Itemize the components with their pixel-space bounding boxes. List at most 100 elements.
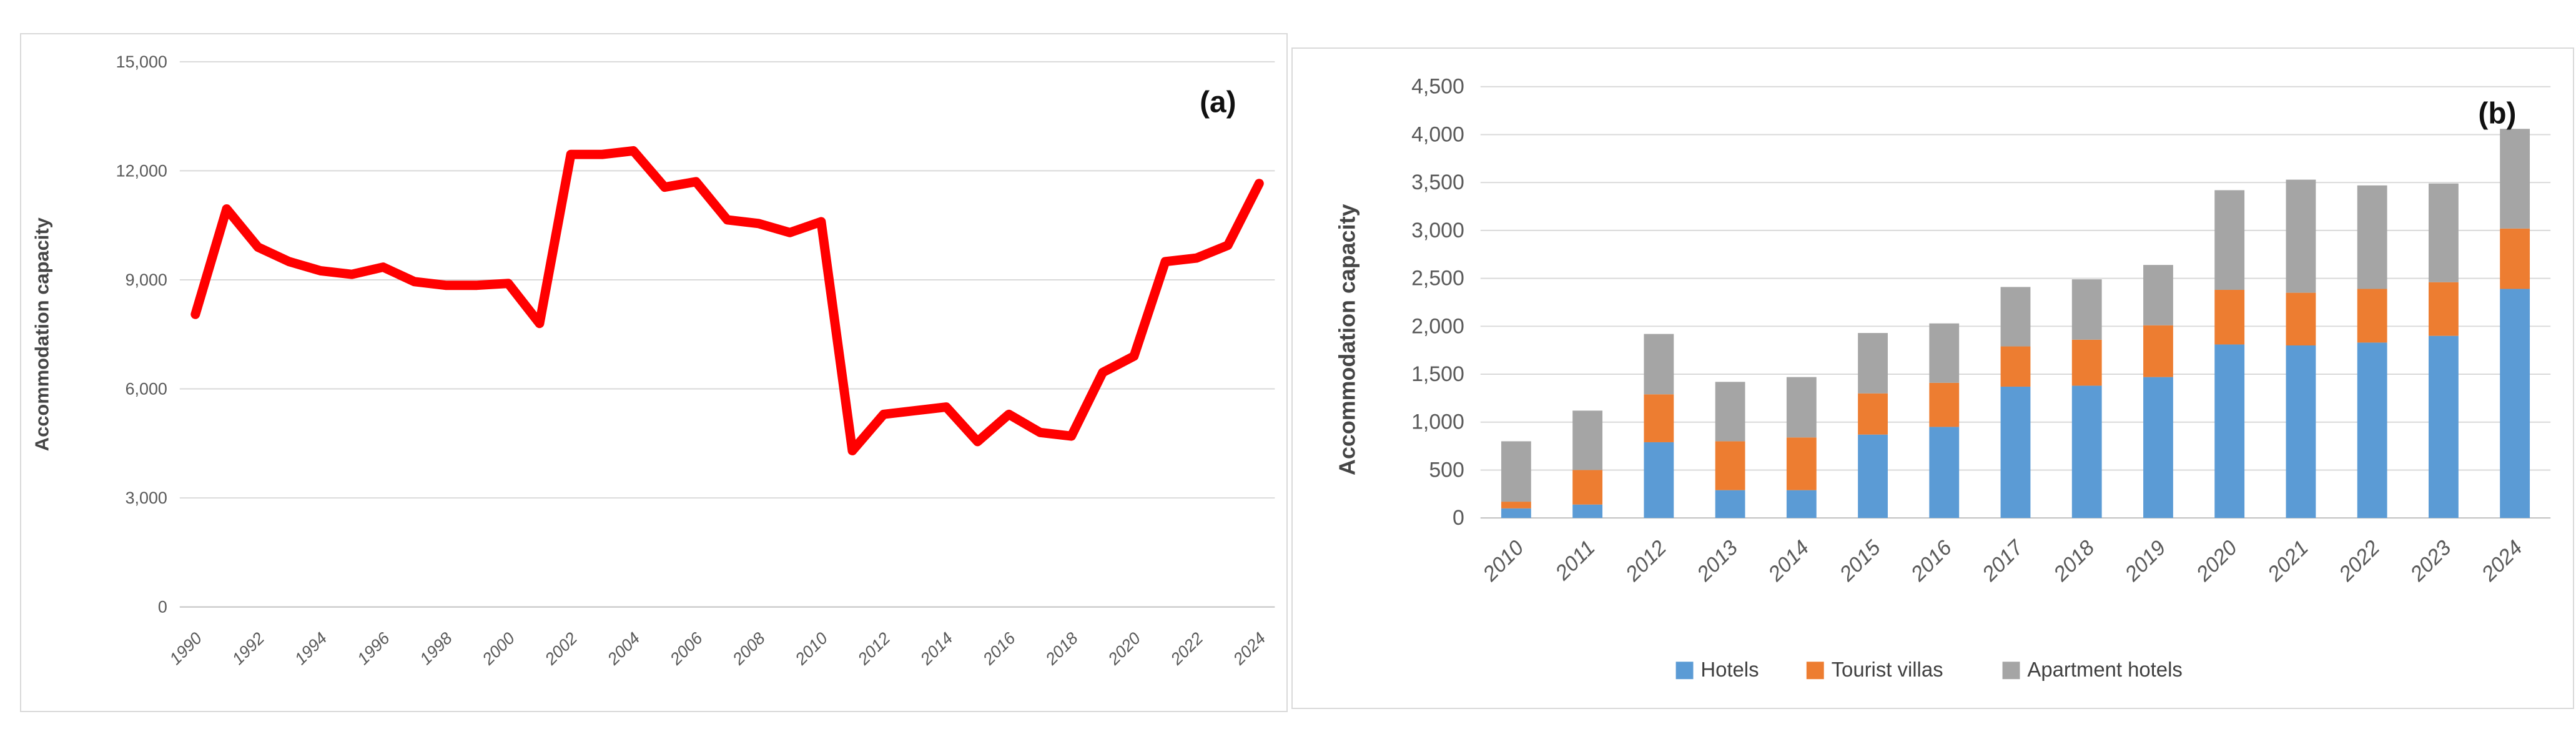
y-tick-label: 9,000 (126, 270, 167, 289)
bar-segment-apartment-hotels (2143, 265, 2173, 325)
bar-segment-hotels (2286, 345, 2316, 518)
bar-segment-apartment-hotels (1715, 382, 1745, 442)
y-axis-title: Accommodation capacity (31, 217, 53, 451)
x-tick-label: 2008 (729, 628, 769, 668)
x-tick-label: 2017 (1977, 535, 2028, 587)
x-tick-label: 1996 (353, 628, 393, 668)
bar-segment-apartment-hotels (1501, 441, 1531, 502)
bar-segment-hotels (2071, 385, 2102, 518)
panel-line-chart-a: 0 3,000 6,000 9,000 12,000 15,000 Accommodatio… (20, 33, 1288, 712)
bar-segment-apartment-hotels (2428, 183, 2459, 282)
bar-segment-tourist-villas (1858, 393, 1888, 435)
bar-segment-apartment-hotels (2357, 185, 2387, 289)
bar-segment-hotels (1786, 490, 1817, 518)
y-tick-label: 6,000 (126, 379, 167, 398)
x-tick-label: 1992 (229, 628, 269, 668)
bar-segment-tourist-villas (2357, 289, 2387, 343)
y-tick-label: 0 (158, 598, 167, 617)
bar-segment-apartment-hotels (1786, 377, 1817, 438)
x-tick-label: 2019 (2120, 536, 2171, 587)
bar-segment-tourist-villas (1929, 382, 1960, 427)
panel-label-b: (b) (2478, 97, 2516, 131)
legend-label-hotels: Hotels (1700, 658, 1759, 681)
bar-segment-apartment-hotels (2214, 190, 2245, 290)
y-tick-label: 0 (1453, 506, 1464, 530)
bar-segment-apartment-hotels (2286, 179, 2316, 293)
x-tick-label: 2014 (1764, 536, 1814, 587)
y-tick-label: 4,500 (1411, 75, 1464, 99)
bar-segment-hotels (2428, 335, 2459, 518)
panel-stacked-bar-chart-b: 0 500 1,000 1,500 2,000 2,500 3,000 3,500 4,000 4… (1291, 47, 2574, 709)
x-tick-label: 2010 (1478, 536, 1529, 587)
x-tick-label: 2012 (1621, 536, 1671, 587)
accommodation-capacity-line (190, 146, 1264, 455)
bar-segment-apartment-hotels (2500, 129, 2530, 229)
x-tick-label: 2016 (979, 628, 1019, 668)
y-axis-title: Accommodation capacity (1335, 204, 1360, 475)
x-tick-label: 2020 (2191, 536, 2242, 587)
panel-label-a: (a) (1200, 86, 1236, 119)
x-tick-label: 2023 (2406, 536, 2456, 587)
bar-segment-tourist-villas (2214, 290, 2245, 345)
bar-segment-tourist-villas (1786, 437, 1817, 490)
bar-segment-hotels (2214, 344, 2245, 518)
bar-segment-hotels (2143, 377, 2173, 518)
y-tick-label: 1,500 (1411, 362, 1464, 386)
bar-segment-hotels (1929, 427, 1960, 518)
x-tick-label: 2004 (603, 628, 643, 668)
bar-segment-hotels (2357, 342, 2387, 518)
y-tick-label: 2,500 (1411, 267, 1464, 290)
y-tick-label: 1,000 (1411, 410, 1464, 434)
bar-segment-apartment-hotels (1929, 323, 1960, 383)
x-tick-label: 2024 (1229, 628, 1269, 668)
legend-swatch-tourist-villas (1806, 662, 1824, 680)
x-tick-label: 2015 (1835, 536, 1885, 587)
bar-segment-hotels (1572, 504, 1603, 518)
bar-segment-hotels (1858, 434, 1888, 518)
x-tick-label: 2020 (1104, 628, 1144, 668)
bar-segment-tourist-villas (1644, 394, 1674, 442)
bar-segment-tourist-villas (2428, 282, 2459, 336)
x-tick-label: 2018 (1042, 628, 1082, 668)
x-tick-label: 1994 (291, 628, 331, 668)
bar-segment-apartment-hotels (2071, 279, 2102, 340)
x-tick-label: 1990 (166, 628, 206, 668)
bar-segment-tourist-villas (1715, 441, 1745, 490)
bar-segment-tourist-villas (1572, 470, 1603, 505)
bar-segment-hotels (2000, 386, 2031, 518)
y-tick-label: 3,000 (126, 489, 167, 507)
y-tick-label: 500 (1429, 458, 1464, 482)
x-tick-label: 2014 (916, 628, 956, 668)
x-tick-label: 2022 (2334, 536, 2384, 587)
bar-segment-tourist-villas (2000, 346, 2031, 387)
x-tick-label: 2012 (854, 628, 894, 668)
y-tick-label: 3,000 (1411, 219, 1464, 242)
x-tick-label: 2022 (1167, 628, 1207, 668)
line-chart-accommodation-capacity: 0 3,000 6,000 9,000 12,000 15,000 Accommodatio… (31, 52, 1275, 669)
legend-swatch-hotels (1675, 662, 1694, 680)
x-tick-label: 2021 (2263, 536, 2313, 587)
bar-segment-tourist-villas (2071, 339, 2102, 386)
legend-label-apartment-hotels: Apartment hotels (2027, 658, 2182, 681)
y-tick-label: 12,000 (116, 161, 167, 180)
y-tick-label: 2,000 (1411, 314, 1464, 338)
bar-segment-tourist-villas (1501, 502, 1531, 508)
x-tick-label: 2011 (1551, 536, 1600, 585)
x-tick-label: 2016 (1906, 536, 1957, 587)
y-tick-label: 15,000 (116, 52, 167, 71)
y-tick-label: 3,500 (1411, 171, 1464, 194)
x-tick-label: 2010 (791, 628, 831, 668)
bar-segment-apartment-hotels (1572, 410, 1603, 470)
bar-segment-tourist-villas (2143, 325, 2173, 377)
x-tick-label: 2002 (541, 628, 581, 668)
bar-segment-apartment-hotels (2000, 287, 2031, 347)
bar-segment-hotels (1501, 508, 1531, 518)
x-tick-label: 2013 (1692, 536, 1742, 587)
x-tick-label: 1998 (416, 628, 456, 668)
bar-segment-tourist-villas (2500, 228, 2530, 289)
bar-segment-apartment-hotels (1644, 334, 1674, 395)
bar-segment-hotels (2500, 289, 2530, 518)
x-tick-label: 2006 (666, 628, 706, 668)
legend-swatch-apartment-hotels (2002, 662, 2020, 680)
x-tick-label: 2000 (478, 628, 518, 668)
